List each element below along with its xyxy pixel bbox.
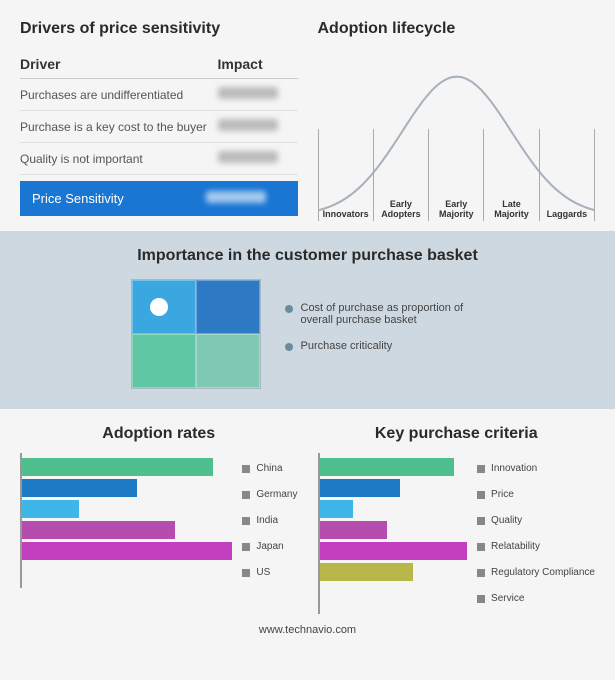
hbar-label: Quality	[491, 515, 522, 526]
square-icon	[477, 465, 485, 473]
footer-text: www.technavio.com	[0, 614, 615, 646]
quadrant-legend: Cost of purchase as proportion of overal…	[285, 302, 485, 366]
bullet-icon	[285, 343, 293, 351]
bullet-icon	[285, 305, 293, 313]
drivers-summary-row: Price Sensitivity	[20, 181, 298, 216]
drivers-row: Purchase is a key cost to the buyer	[20, 111, 298, 143]
hbar-legend-item: US	[242, 562, 297, 583]
quadrant-bl	[132, 334, 196, 388]
hbar-label: Service	[491, 593, 524, 604]
lifecycle-chart: InnovatorsEarly AdoptersEarly MajorityLa…	[318, 56, 596, 221]
hbar-label: India	[256, 515, 278, 526]
lifecycle-stage-label: Innovators	[318, 129, 373, 221]
square-icon	[242, 465, 250, 473]
drivers-table: Driver Impact Purchases are undifferenti…	[20, 56, 298, 216]
hbar	[22, 542, 232, 560]
hbar-legend-item: Service	[477, 588, 595, 609]
drivers-row: Quality is not important	[20, 143, 298, 175]
driver-cell: Quality is not important	[20, 152, 218, 166]
adoption-block: Adoption rates China Germany India Japan US	[20, 425, 298, 614]
adoption-title: Adoption rates	[20, 425, 298, 443]
hbar-label: Regulatory Compliance	[491, 567, 595, 578]
hbar-legend-item: India	[242, 510, 297, 531]
drivers-row: Purchases are undifferentiated	[20, 79, 298, 111]
hbar-label: Germany	[256, 489, 297, 500]
adoption-wrap: China Germany India Japan US	[20, 453, 298, 588]
adoption-bars	[20, 453, 232, 588]
square-icon	[477, 595, 485, 603]
hbar-legend-item: China	[242, 458, 297, 479]
middle-section: Importance in the customer purchase bask…	[0, 231, 615, 409]
hbar-label: Innovation	[491, 463, 537, 474]
lifecycle-panel: Adoption lifecycle InnovatorsEarly Adopt…	[318, 20, 596, 221]
hbar-label: Relatability	[491, 541, 540, 552]
hbar	[320, 521, 387, 539]
col-header-driver: Driver	[20, 56, 218, 72]
criteria-wrap: Innovation Price Quality Relatability Regula…	[318, 453, 596, 614]
quadrant-br	[196, 334, 260, 388]
hbar	[22, 479, 137, 497]
quadrant-tr	[196, 280, 260, 334]
hbar-legend-item: Price	[477, 484, 595, 505]
bottom-section: Adoption rates ChinaGermanyIndiaJapanUS …	[0, 409, 615, 614]
lifecycle-stage-label: Laggards	[539, 129, 595, 221]
criteria-block: Key purchase criteria Innovation Price Qua…	[318, 425, 596, 614]
criteria-legend: Innovation Price Quality Relatability Regula…	[477, 453, 595, 614]
impact-cell	[218, 87, 298, 102]
hbar-legend-item: Japan	[242, 536, 297, 557]
col-header-impact: Impact	[218, 56, 298, 72]
middle-title: Importance in the customer purchase bask…	[137, 247, 478, 265]
square-icon	[477, 569, 485, 577]
criteria-title: Key purchase criteria	[318, 425, 596, 443]
hbar	[22, 521, 175, 539]
square-icon	[242, 569, 250, 577]
quadrant-legend-item: Purchase criticality	[285, 340, 485, 352]
hbar-label: Price	[491, 489, 514, 500]
square-icon	[477, 543, 485, 551]
hbar-legend-item: Relatability	[477, 536, 595, 557]
hbar-label: US	[256, 567, 270, 578]
hbar-legend-item: Innovation	[477, 458, 595, 479]
impact-cell	[218, 151, 298, 166]
drivers-panel: Drivers of price sensitivity Driver Impa…	[20, 20, 298, 221]
square-icon	[242, 491, 250, 499]
legend-text: Purchase criticality	[301, 340, 393, 352]
impact-cell	[218, 119, 298, 134]
lifecycle-stage-label: Late Majority	[483, 129, 538, 221]
driver-cell: Purchase is a key cost to the buyer	[20, 120, 218, 134]
hbar-label: China	[256, 463, 282, 474]
summary-impact	[206, 191, 286, 206]
hbar-legend-item: Quality	[477, 510, 595, 531]
hbar	[320, 542, 468, 560]
top-section: Drivers of price sensitivity Driver Impa…	[0, 0, 615, 231]
drivers-title: Drivers of price sensitivity	[20, 20, 298, 38]
legend-text: Cost of purchase as proportion of overal…	[301, 302, 485, 326]
square-icon	[477, 517, 485, 525]
square-icon	[477, 491, 485, 499]
lifecycle-stage-label: Early Majority	[428, 129, 483, 221]
hbar	[320, 458, 454, 476]
hbar	[320, 500, 354, 518]
driver-cell: Purchases are undifferentiated	[20, 88, 218, 102]
lifecycle-stage-label: Early Adopters	[373, 129, 428, 221]
adoption-legend: China Germany India Japan US	[242, 453, 297, 588]
quadrant-legend-item: Cost of purchase as proportion of overal…	[285, 302, 485, 326]
criteria-bars	[318, 453, 468, 614]
square-icon	[242, 543, 250, 551]
hbar-label: Japan	[256, 541, 283, 552]
square-icon	[242, 517, 250, 525]
quadrant-wrap: Cost of purchase as proportion of overal…	[131, 279, 485, 389]
hbar	[22, 458, 213, 476]
quadrant-chart	[131, 279, 261, 389]
hbar	[320, 479, 400, 497]
hbar-legend-item: Germany	[242, 484, 297, 505]
quadrant-dot	[150, 298, 168, 316]
drivers-header: Driver Impact	[20, 56, 298, 79]
hbar	[320, 563, 414, 581]
hbar-legend-item: Regulatory Compliance	[477, 562, 595, 583]
summary-label: Price Sensitivity	[32, 191, 206, 206]
lifecycle-title: Adoption lifecycle	[318, 20, 596, 38]
hbar	[22, 500, 79, 518]
lifecycle-labels: InnovatorsEarly AdoptersEarly MajorityLa…	[318, 129, 596, 221]
